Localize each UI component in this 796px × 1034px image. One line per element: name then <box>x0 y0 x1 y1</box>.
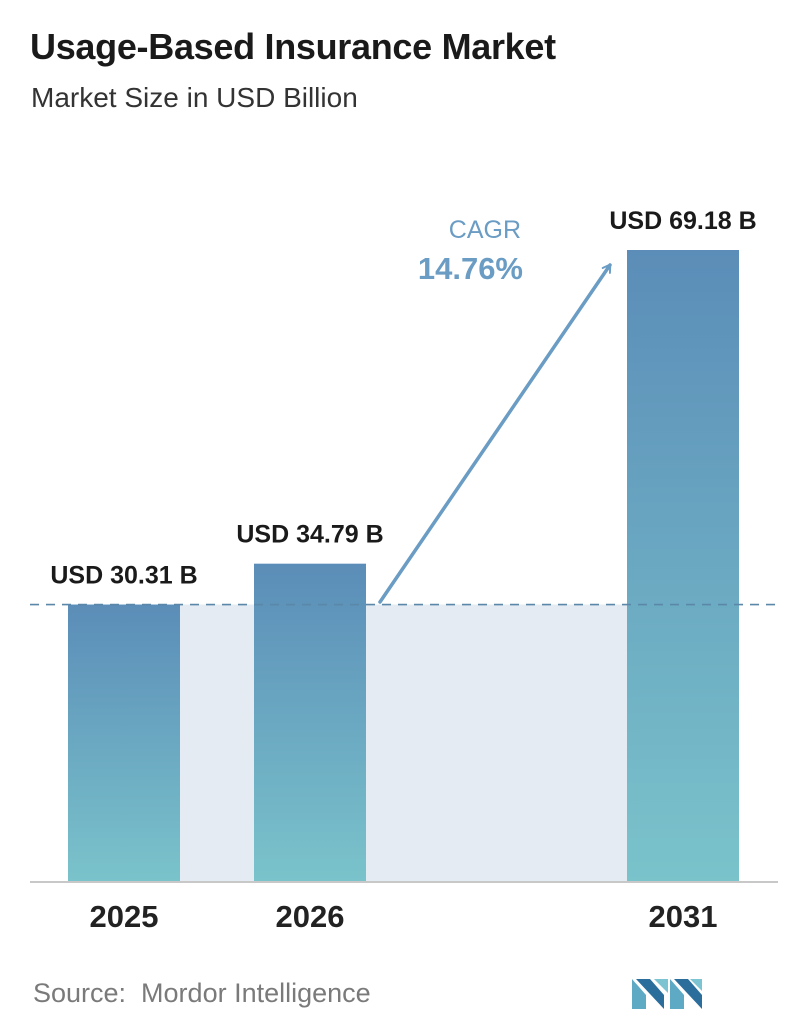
cagr-label: CAGR <box>449 216 521 244</box>
source-note: Source: Mordor Intelligence <box>33 978 371 1008</box>
x-tick-label-2026: 2026 <box>276 899 345 934</box>
cagr-value: 14.76% <box>418 251 523 286</box>
data-label-2025: USD 30.31 B <box>50 562 197 590</box>
chart-subtitle: Market Size in USD Billion <box>31 82 358 113</box>
bar-2031 <box>627 250 739 881</box>
mordor-intelligence-logo-icon <box>632 979 702 1009</box>
data-label-2026: USD 34.79 B <box>236 521 383 549</box>
cagr-arrow <box>378 263 612 604</box>
bar-2025 <box>68 604 180 881</box>
bar-2026 <box>254 563 366 881</box>
data-label-2031: USD 69.18 B <box>609 207 756 235</box>
x-tick-label-2031: 2031 <box>649 899 718 934</box>
x-tick-label-2025: 2025 <box>90 899 159 934</box>
chart-title: Usage-Based Insurance Market <box>30 26 556 67</box>
